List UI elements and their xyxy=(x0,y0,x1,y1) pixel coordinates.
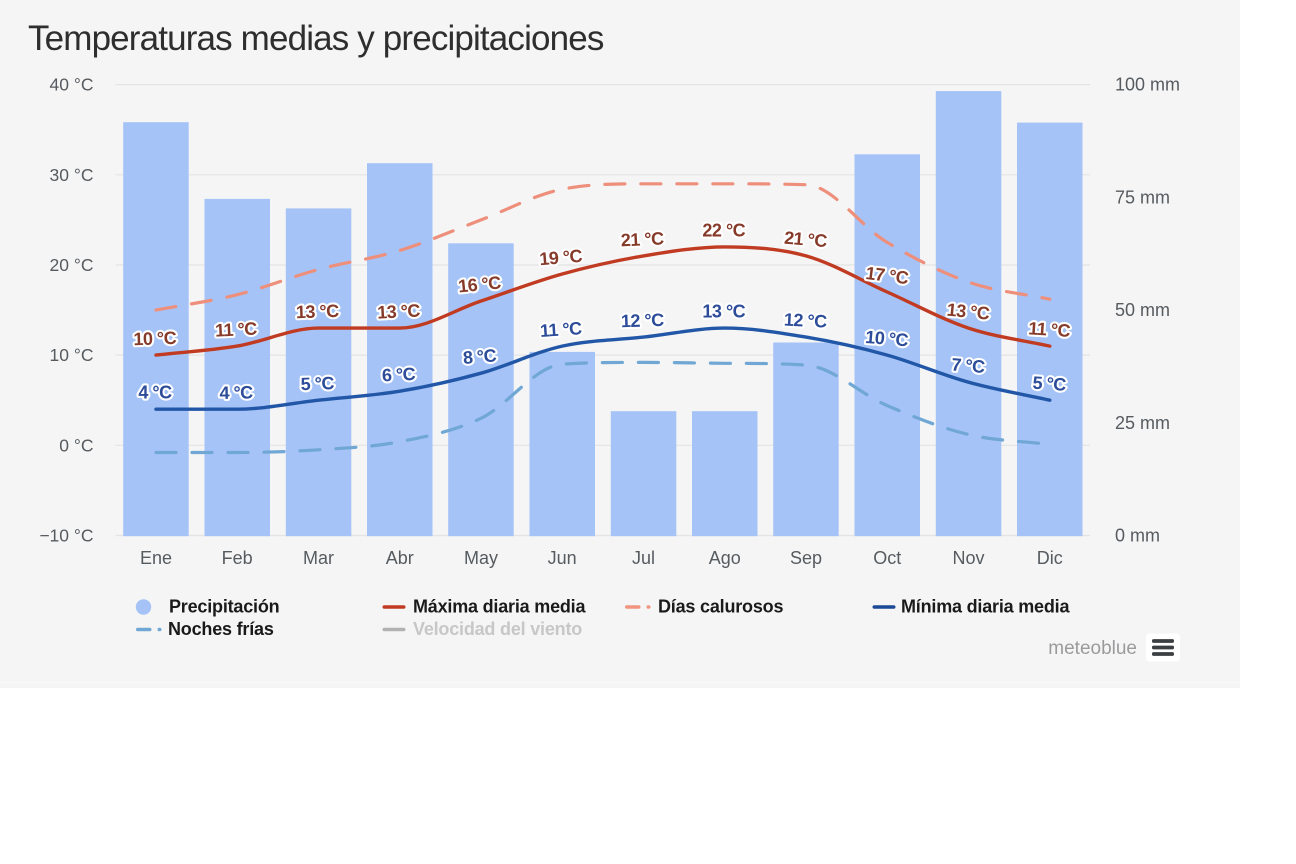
svg-text:50 mm: 50 mm xyxy=(1115,300,1170,320)
svg-text:Precipitación: Precipitación xyxy=(169,597,279,617)
svg-text:10 °C: 10 °C xyxy=(865,327,910,350)
svg-text:Mar: Mar xyxy=(303,548,334,568)
svg-text:11 °C: 11 °C xyxy=(1028,318,1071,341)
svg-text:Dic: Dic xyxy=(1037,548,1063,568)
svg-text:Abr: Abr xyxy=(386,548,414,568)
svg-text:Mínima diaria media: Mínima diaria media xyxy=(901,597,1070,617)
svg-text:4 °C: 4 °C xyxy=(219,382,253,403)
svg-text:13 °C: 13 °C xyxy=(377,301,421,323)
svg-text:100 mm: 100 mm xyxy=(1115,75,1180,95)
svg-text:75 mm: 75 mm xyxy=(1115,187,1170,207)
svg-text:30 °C: 30 °C xyxy=(50,165,94,185)
svg-text:6 °C: 6 °C xyxy=(381,364,416,386)
svg-text:5 °C: 5 °C xyxy=(1032,373,1067,395)
svg-text:10 °C: 10 °C xyxy=(50,345,94,365)
svg-text:40 °C: 40 °C xyxy=(50,75,94,95)
svg-text:21 °C: 21 °C xyxy=(620,228,664,250)
svg-text:Nov: Nov xyxy=(952,548,984,568)
svg-text:8 °C: 8 °C xyxy=(462,345,497,368)
svg-text:21 °C: 21 °C xyxy=(783,228,828,251)
svg-text:Temperaturas medias y precipit: Temperaturas medias y precipitaciones xyxy=(28,19,604,58)
svg-text:Máxima diaria media: Máxima diaria media xyxy=(413,597,586,617)
svg-text:12 °C: 12 °C xyxy=(783,310,827,332)
svg-text:4 °C: 4 °C xyxy=(138,383,172,403)
svg-text:16 °C: 16 °C xyxy=(457,272,502,296)
svg-text:Días calurosos: Días calurosos xyxy=(658,597,783,617)
svg-text:Jul: Jul xyxy=(632,548,655,568)
svg-text:May: May xyxy=(464,548,498,568)
svg-text:Sep: Sep xyxy=(790,548,822,568)
svg-text:0 mm: 0 mm xyxy=(1115,526,1160,546)
svg-text:7 °C: 7 °C xyxy=(951,354,986,377)
svg-text:22 °C: 22 °C xyxy=(702,220,745,240)
svg-text:11 °C: 11 °C xyxy=(539,318,582,341)
svg-text:19 °C: 19 °C xyxy=(539,246,584,269)
svg-text:Oct: Oct xyxy=(873,548,901,568)
svg-text:Noches frías: Noches frías xyxy=(168,619,274,639)
svg-text:12 °C: 12 °C xyxy=(621,310,665,331)
svg-text:Ene: Ene xyxy=(140,548,172,568)
svg-text:Feb: Feb xyxy=(222,548,253,568)
svg-text:0 °C: 0 °C xyxy=(59,435,93,455)
svg-text:Velocidad del viento: Velocidad del viento xyxy=(413,619,582,639)
svg-text:5 °C: 5 °C xyxy=(300,373,334,394)
svg-text:13 °C: 13 °C xyxy=(946,300,991,324)
svg-text:meteoblue: meteoblue xyxy=(1048,638,1137,659)
svg-text:20 °C: 20 °C xyxy=(50,255,94,275)
svg-text:−10 °C: −10 °C xyxy=(39,526,93,546)
svg-text:11 °C: 11 °C xyxy=(215,319,258,341)
svg-text:25 mm: 25 mm xyxy=(1115,413,1170,433)
svg-text:Ago: Ago xyxy=(709,548,741,568)
svg-text:10 °C: 10 °C xyxy=(133,328,177,349)
svg-text:Jun: Jun xyxy=(548,548,577,568)
svg-text:13 °C: 13 °C xyxy=(702,302,745,322)
svg-text:13 °C: 13 °C xyxy=(296,301,340,322)
